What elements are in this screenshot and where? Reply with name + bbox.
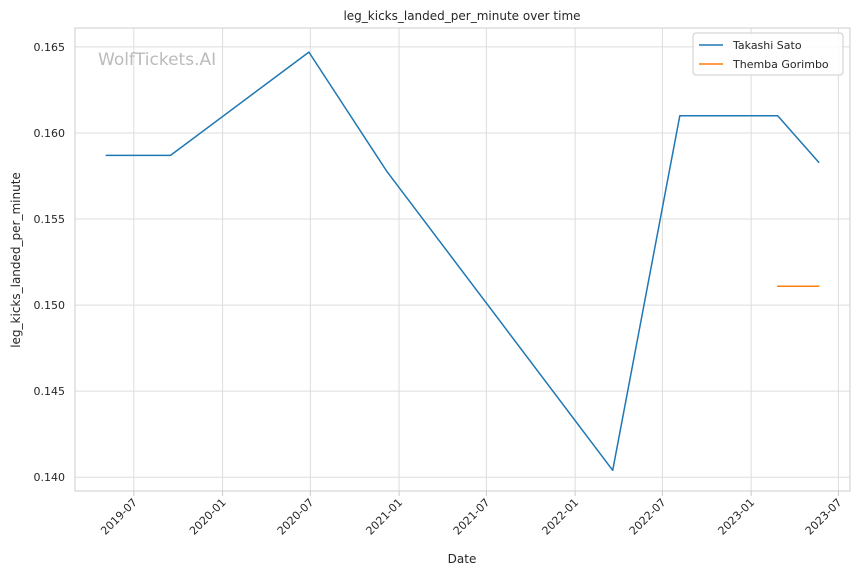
y-tick-label: 0.165 — [34, 41, 66, 54]
plot-area-frame — [74, 27, 851, 492]
y-tick-label: 0.145 — [34, 385, 66, 398]
series-layer — [105, 51, 820, 472]
watermark-text: WolfTickets.AI — [98, 50, 216, 70]
legend-label-1: Themba Gorimbo — [732, 58, 829, 71]
y-tick-label: 0.140 — [34, 471, 66, 484]
chart-title: leg_kicks_landed_per_minute over time — [343, 9, 580, 23]
legend-box — [692, 32, 844, 76]
y-tick-label: 0.155 — [34, 213, 66, 226]
legend: Takashi Sato Themba Gorimbo — [692, 32, 844, 76]
y-tick-label: 0.160 — [34, 127, 66, 140]
y-axis-title: leg_kicks_landed_per_minute — [9, 172, 23, 348]
x-axis-title: Date — [448, 552, 477, 566]
legend-label-0: Takashi Sato — [732, 39, 802, 52]
grid-lines — [75, 28, 850, 491]
y-tick-label: 0.150 — [34, 299, 66, 312]
y-axis-tick-labels: 0.140 0.145 0.150 0.155 0.160 0.165 — [34, 41, 66, 484]
series-line-0 — [105, 51, 820, 472]
